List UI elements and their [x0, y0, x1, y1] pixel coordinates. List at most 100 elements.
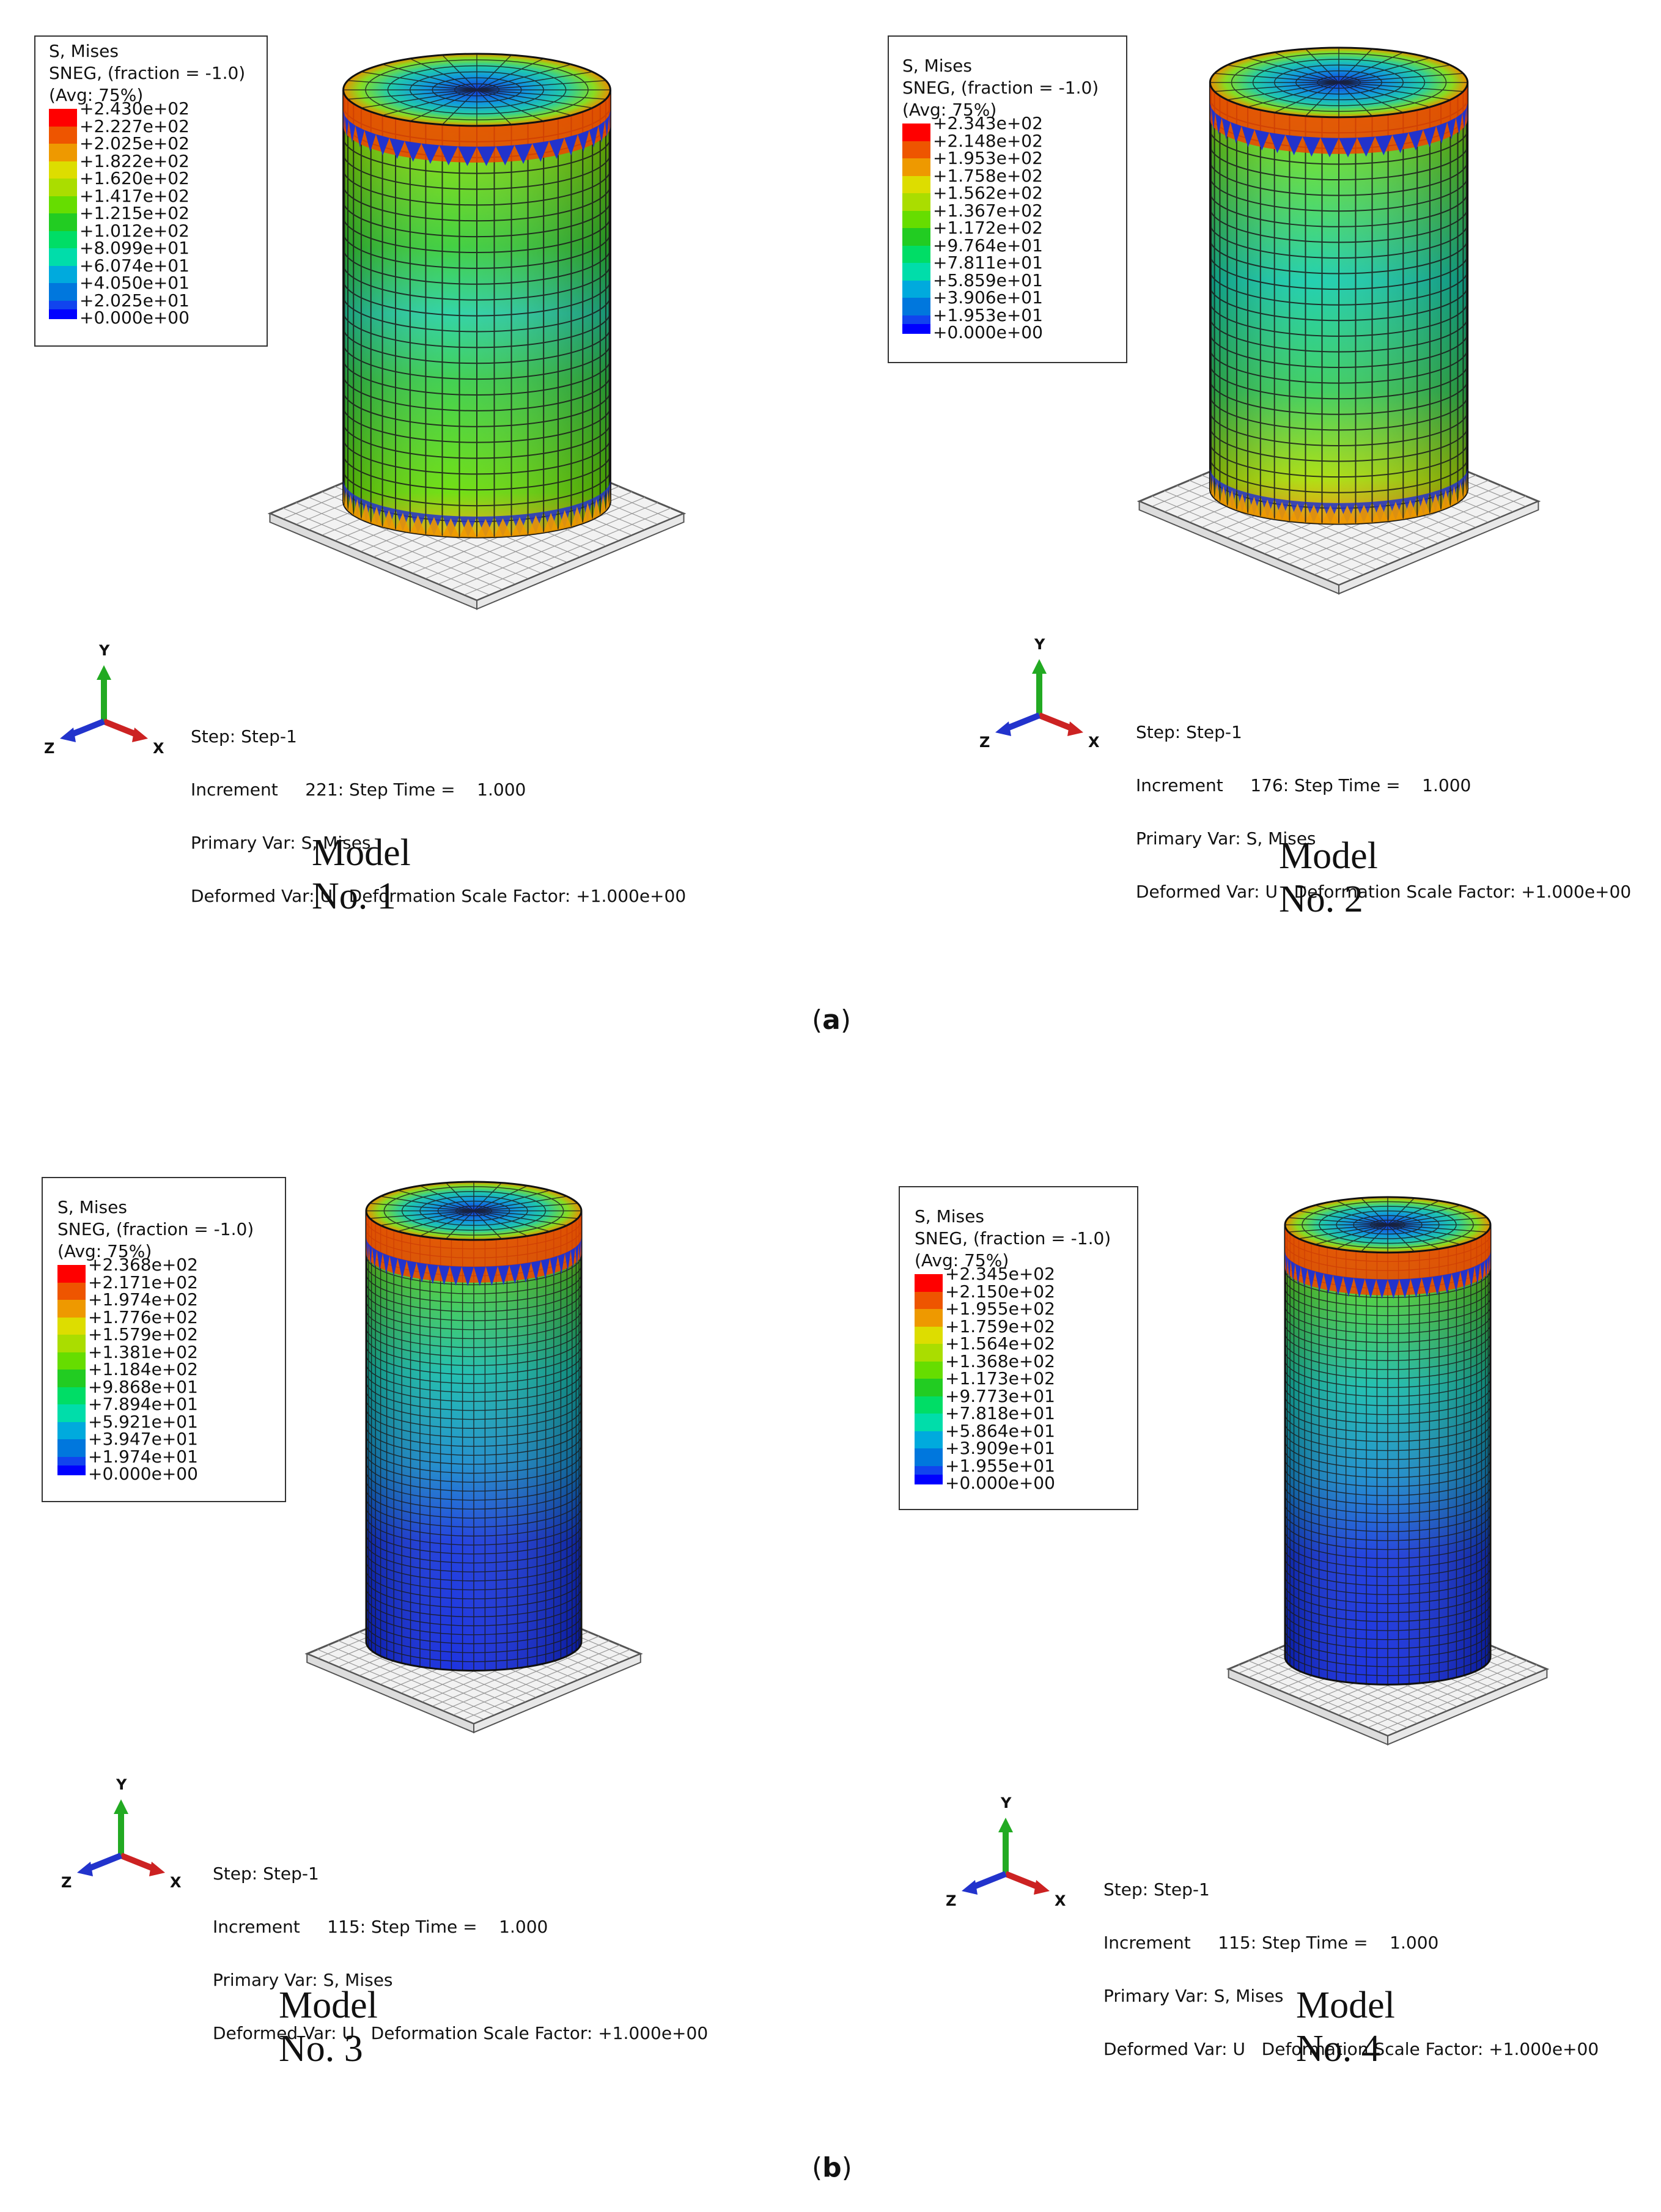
model-title: Model No. 3 [279, 1985, 378, 2070]
legend-row: +1.417e+02 [49, 187, 267, 214]
deformed-var-line: Deformed Var: U Deformation Scale Factor… [1103, 2039, 1599, 2059]
legend-swatch [902, 193, 930, 211]
legend-row: +2.345e+02 [915, 1266, 1137, 1292]
legend-row: +1.184e+02 [57, 1361, 285, 1387]
model-title: Model No. 4 [1296, 1985, 1395, 2070]
legend-value: +9.764e+01 [933, 235, 1043, 256]
legend-row: +9.868e+01 [57, 1378, 285, 1405]
legend-value: +7.894e+01 [88, 1394, 198, 1414]
legend-row: +1.822e+02 [49, 152, 267, 179]
legend-swatch [902, 228, 930, 246]
step-line: Step: Step-1 [1136, 722, 1242, 742]
primary-var-line: Primary Var: S, Mises [1136, 828, 1316, 849]
legend-swatch [915, 1291, 943, 1310]
legend-swatch [902, 175, 930, 194]
legend-title: S, Mises [915, 1206, 984, 1226]
legend-value: +0.000e+00 [88, 1464, 198, 1484]
legend-row: +5.921e+01 [57, 1413, 285, 1440]
legend-swatch [902, 141, 930, 159]
legend-swatch [57, 1335, 86, 1352]
legend-value: +1.579e+02 [88, 1324, 198, 1344]
legend-swatch [57, 1439, 86, 1457]
legend-value: +1.955e+01 [945, 1455, 1055, 1476]
legend-row: +7.894e+01 [57, 1396, 285, 1422]
legend-swatch [57, 1352, 86, 1370]
axis-triad: Y X Z [945, 1794, 1103, 1909]
step-info: Step: Step-1 Increment 221: Step Time = … [191, 692, 686, 940]
legend-swatch [915, 1431, 943, 1449]
legend-value: +3.947e+01 [88, 1429, 198, 1449]
model-title: Model No. 2 [1279, 835, 1378, 920]
legend-swatch [57, 1265, 86, 1283]
legend-value: +1.776e+02 [88, 1307, 198, 1327]
legend-value: +1.562e+02 [933, 183, 1043, 203]
legend-scale: +2.345e+02 +2.150e+02 +1.955e+02 +1.759e+02… [915, 1266, 1137, 1501]
legend-swatch [915, 1475, 943, 1484]
caption-open: ( [812, 1005, 823, 1036]
caption-letter: a [822, 1005, 841, 1036]
legend-swatch [49, 230, 77, 249]
legend-row: +1.776e+02 [57, 1308, 285, 1335]
legend-row: +1.562e+02 [902, 185, 1126, 211]
subfigure-caption-a: (a) [812, 1005, 851, 1036]
legend-row: +1.173e+02 [915, 1370, 1137, 1396]
legend-value: +1.955e+02 [945, 1299, 1055, 1319]
legend-swatch [49, 213, 77, 231]
legend-value: +1.953e+02 [933, 148, 1043, 168]
legend-swatch [49, 248, 77, 266]
legend-value: +1.758e+02 [933, 165, 1043, 186]
step-line: Step: Step-1 [1103, 1879, 1210, 1900]
legend-swatch [902, 124, 930, 141]
legend-swatch [902, 298, 930, 315]
legend-title: S, Mises [902, 56, 972, 76]
increment-line: Increment 176: Step Time = 1.000 [1136, 775, 1471, 795]
legend-row: +1.381e+02 [57, 1343, 285, 1370]
deformed-var-line: Deformed Var: U Deformation Scale Factor… [191, 886, 687, 906]
step-line: Step: Step-1 [213, 1864, 319, 1884]
legend-value: +0.000e+00 [79, 308, 190, 328]
legend-value: +0.000e+00 [945, 1473, 1055, 1493]
axis-y-label: Y [116, 1776, 127, 1793]
legend-row: +5.864e+01 [915, 1422, 1137, 1449]
legend-swatch [915, 1344, 943, 1362]
legend-value: +1.974e+01 [88, 1446, 198, 1467]
legend-row: +1.620e+02 [49, 170, 267, 196]
legend-row: +0.000e+00 [57, 1465, 285, 1492]
column-model-1 [267, 53, 687, 610]
caption-open: ( [812, 2152, 823, 2183]
legend-swatch [57, 1370, 86, 1387]
legend-row: +2.150e+02 [915, 1283, 1137, 1310]
increment-line: Increment 221: Step Time = 1.000 [191, 780, 526, 800]
legend-row: +1.368e+02 [915, 1352, 1137, 1379]
legend-value: +8.099e+01 [79, 238, 190, 258]
legend-value: +5.859e+01 [933, 270, 1043, 290]
legend-value: +1.953e+01 [933, 304, 1043, 325]
legend-value: +9.773e+01 [945, 1385, 1055, 1406]
legend-row: +1.012e+02 [49, 222, 267, 249]
legend-row: +8.099e+01 [49, 240, 267, 266]
legend-swatch [902, 245, 930, 264]
legend-avg: (Avg: 75%) [902, 100, 997, 120]
legend-sneg: SNEG, (fraction = -1.0) [57, 1219, 254, 1239]
legend-value: +2.368e+02 [88, 1255, 198, 1275]
axis-triad: Y X Z [43, 642, 202, 757]
axis-triad: Y X Z [978, 636, 1137, 751]
deformed-var-line: Deformed Var: U Deformation Scale Factor… [1136, 882, 1632, 902]
subfigure-caption-b: (b) [812, 2152, 852, 2183]
legend-value: +9.868e+01 [88, 1376, 198, 1397]
legend-value: +1.564e+02 [945, 1333, 1055, 1354]
legend-value: +2.430e+02 [79, 98, 190, 119]
legend-scale: +2.430e+02 +2.227e+02 +2.025e+02 +1.822e+02… [49, 100, 267, 336]
column-model-2 [1136, 46, 1541, 595]
legend-value: +1.173e+02 [945, 1368, 1055, 1388]
axis-triad-graphic [60, 665, 148, 742]
primary-var-line: Primary Var: S, Mises [213, 1970, 393, 1990]
axis-z-label: Z [979, 734, 990, 751]
legend-value: +3.909e+01 [945, 1438, 1055, 1458]
legend-row: +1.579e+02 [57, 1326, 285, 1352]
legend-avg: (Avg: 75%) [49, 85, 144, 105]
deformed-var-line: Deformed Var: U Deformation Scale Factor… [213, 2023, 709, 2043]
legend-value: +5.921e+01 [88, 1411, 198, 1432]
legend-row: +1.367e+02 [902, 202, 1126, 229]
legend-sneg: SNEG, (fraction = -1.0) [902, 78, 1099, 98]
